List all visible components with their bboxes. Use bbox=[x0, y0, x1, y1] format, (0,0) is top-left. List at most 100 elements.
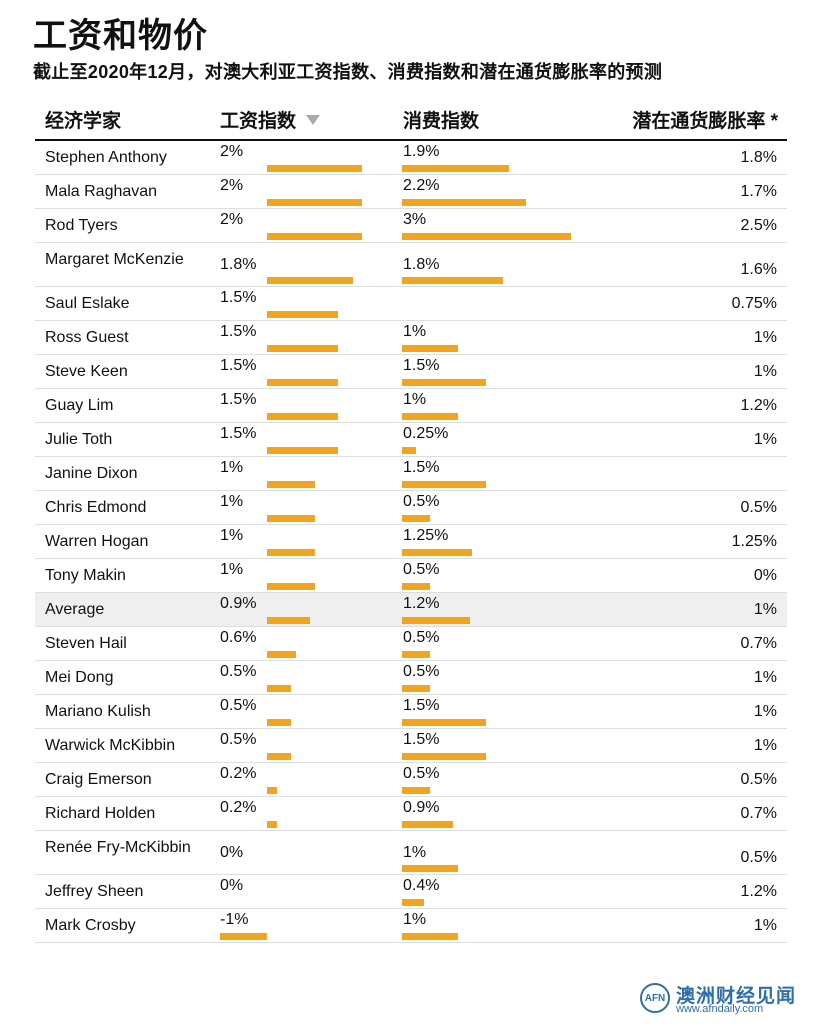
wage-value-label: 0.9% bbox=[220, 595, 257, 612]
economist-name: Saul Eslake bbox=[45, 295, 130, 312]
inflation-value: 1% bbox=[753, 917, 777, 934]
header-consumer: 消费指数 bbox=[403, 111, 480, 132]
consumer-value-label: 1.8% bbox=[403, 256, 440, 273]
consumer-value-label: 1.25% bbox=[403, 527, 449, 544]
table-row: Warren Hogan 1% 1.25% 1.25% bbox=[35, 525, 787, 559]
inflation-value: 1.25% bbox=[731, 533, 777, 550]
economist-name: Warwick McKibbin bbox=[45, 737, 176, 754]
economist-name: Steven Hail bbox=[45, 635, 127, 652]
wage-value-label: 1% bbox=[220, 561, 244, 578]
wage-bar bbox=[267, 199, 362, 206]
inflation-value: 1.6% bbox=[740, 261, 777, 278]
wage-value-label: 1% bbox=[220, 527, 244, 544]
wage-value-label: 0.2% bbox=[220, 799, 257, 816]
consumer-value-label: 1.5% bbox=[403, 459, 440, 476]
consumer-bar bbox=[402, 899, 425, 906]
header-economist: 经济学家 bbox=[45, 111, 122, 132]
afn-logo-url: www.afndaily.com bbox=[676, 1003, 764, 1015]
consumer-value-label: 1.5% bbox=[403, 357, 440, 374]
consumer-bar bbox=[402, 165, 509, 172]
average-row: Average 0.9% 1.2% 1% bbox=[35, 593, 787, 627]
consumer-bar bbox=[402, 617, 470, 624]
consumer-bar bbox=[402, 787, 431, 794]
wage-value-label: -1% bbox=[220, 911, 249, 928]
economist-name: Tony Makin bbox=[45, 567, 126, 584]
consumer-value-label: 1.5% bbox=[403, 731, 440, 748]
wage-value-label: 0.2% bbox=[220, 765, 257, 782]
wage-value-label: 0.5% bbox=[220, 663, 257, 680]
consumer-value-label: 1.9% bbox=[403, 143, 440, 160]
economist-name: Margaret McKenzie bbox=[45, 251, 184, 268]
table-row: Jeffrey Sheen 0% 0.4% 1.2% bbox=[35, 875, 787, 909]
consumer-bar bbox=[402, 583, 431, 590]
economist-name: Average bbox=[45, 601, 105, 618]
consumer-value-label: 0.5% bbox=[403, 765, 440, 782]
economist-name: Richard Holden bbox=[45, 805, 156, 822]
table-row: Ross Guest 1.5% 1% 1% bbox=[35, 321, 787, 355]
inflation-value: 0.5% bbox=[740, 771, 777, 788]
wage-value-label: 0.5% bbox=[220, 697, 257, 714]
consumer-bar bbox=[402, 515, 431, 522]
inflation-value: 0.7% bbox=[740, 635, 777, 652]
wage-value-label: 1.5% bbox=[220, 289, 257, 306]
table-row: Rod Tyers 2% 3% 2.5% bbox=[35, 209, 787, 243]
wage-value-label: 1.5% bbox=[220, 391, 257, 408]
consumer-bar bbox=[402, 379, 487, 386]
table-row: Richard Holden 0.2% 0.9% 0.7% bbox=[35, 797, 787, 831]
economist-name: Mala Raghavan bbox=[45, 183, 158, 200]
economist-name: Mariano Kulish bbox=[45, 703, 151, 720]
chart-title: 工资和物价 bbox=[33, 17, 208, 55]
header-inflation: 潜在通货膨胀率 * bbox=[632, 111, 778, 132]
consumer-value-label: 0.5% bbox=[403, 561, 440, 578]
wage-bar bbox=[267, 413, 339, 420]
table-row: Mei Dong 0.5% 0.5% 1% bbox=[35, 661, 787, 695]
inflation-value: 0% bbox=[753, 567, 777, 584]
economist-name: Janine Dixon bbox=[45, 465, 138, 482]
wage-bar bbox=[267, 233, 362, 240]
table-row: Craig Emerson 0.2% 0.5% 0.5% bbox=[35, 763, 787, 797]
consumer-value-label: 1% bbox=[403, 911, 427, 928]
consumer-value-label: 1% bbox=[403, 391, 427, 408]
consumer-bar bbox=[402, 865, 459, 872]
consumer-value-label: 0.4% bbox=[403, 877, 440, 894]
table-row: Margaret McKenzie 1.8% 1.8% 1.6% bbox=[35, 243, 787, 287]
inflation-value: 1% bbox=[753, 363, 777, 380]
table-row: Janine Dixon 1% 1.5% bbox=[35, 457, 787, 491]
table-row: Guay Lim 1.5% 1% 1.2% bbox=[35, 389, 787, 423]
wage-value-label: 1% bbox=[220, 459, 244, 476]
economist-name: Chris Edmond bbox=[45, 499, 147, 516]
consumer-value-label: 3% bbox=[403, 211, 427, 228]
wage-bar bbox=[267, 277, 353, 284]
inflation-value: 0.5% bbox=[740, 499, 777, 516]
inflation-value: 1% bbox=[753, 431, 777, 448]
wage-bar bbox=[267, 481, 315, 488]
consumer-bar bbox=[402, 481, 487, 488]
sort-down-triangle-icon[interactable] bbox=[306, 115, 321, 125]
wage-bar bbox=[267, 345, 339, 352]
economist-name: Rod Tyers bbox=[45, 217, 118, 234]
header-wage[interactable]: 工资指数 bbox=[220, 106, 321, 133]
consumer-bar bbox=[402, 413, 459, 420]
wage-value-label: 0% bbox=[220, 844, 244, 861]
wage-bar bbox=[267, 549, 315, 556]
wage-value-label: 0% bbox=[220, 877, 244, 894]
table-row: Saul Eslake 1.5% 0.75% bbox=[35, 287, 787, 321]
consumer-bar bbox=[402, 933, 459, 940]
wage-value-label: 0.6% bbox=[220, 629, 257, 646]
consumer-bar bbox=[402, 549, 473, 556]
inflation-value: 0.75% bbox=[731, 295, 777, 312]
table-row: Steven Hail 0.6% 0.5% 0.7% bbox=[35, 627, 787, 661]
table-row: Chris Edmond 1% 0.5% 0.5% bbox=[35, 491, 787, 525]
consumer-bar bbox=[402, 345, 459, 352]
consumer-bar bbox=[402, 821, 453, 828]
consumer-value-label: 0.5% bbox=[403, 493, 440, 510]
chart-subtitle: 截止至2020年12月，对澳大利亚工资指数、消费指数和潜在通货膨胀率的预测 bbox=[33, 62, 663, 82]
consumer-bar bbox=[402, 277, 504, 284]
table-row: Renée Fry-McKibbin 0% 1% 0.5% bbox=[35, 831, 787, 875]
wage-bar bbox=[219, 933, 267, 940]
wage-value-label: 1.5% bbox=[220, 425, 257, 442]
wage-bar bbox=[267, 753, 291, 760]
economist-name: Steve Keen bbox=[45, 363, 128, 380]
wage-bar bbox=[267, 311, 339, 318]
economist-name: Renée Fry-McKibbin bbox=[45, 839, 191, 856]
